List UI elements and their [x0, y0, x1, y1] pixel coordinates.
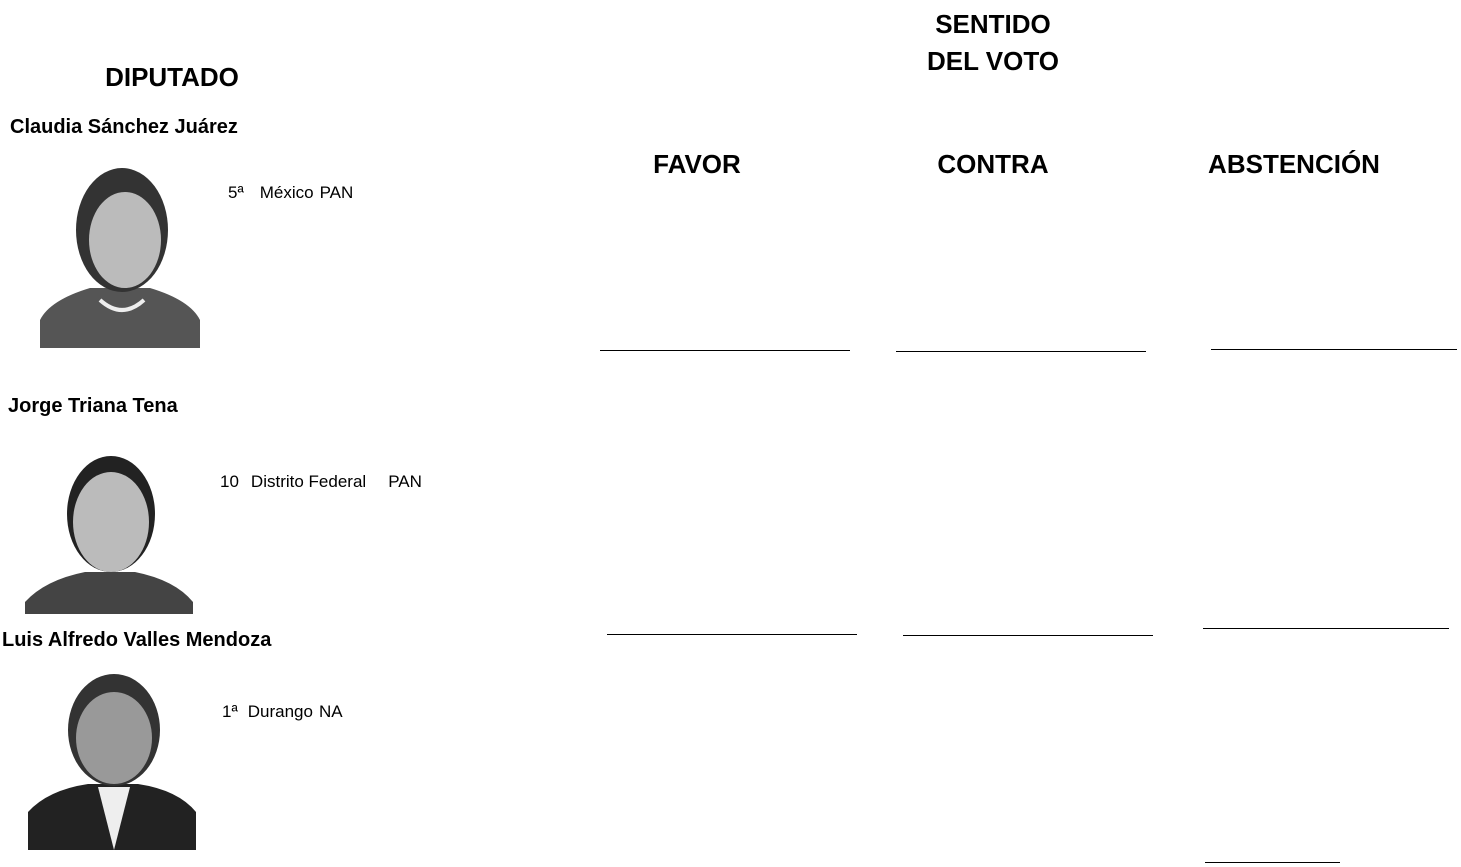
vote-heading-line: SENTIDO [935, 9, 1051, 39]
district: 10 [220, 472, 239, 491]
district: 5ª [228, 183, 244, 202]
vote-line [1205, 862, 1340, 863]
column-heading: FAVOR [653, 149, 741, 179]
party: PAN [319, 183, 354, 202]
party: NA [318, 702, 343, 721]
deputy-info: 10 Distrito Federal PAN [220, 472, 438, 492]
deputy-photo [40, 168, 200, 348]
column-heading: ABSTENCIÓN [1208, 149, 1380, 179]
deputy-name: Luis Alfredo Valles Mendoza [2, 629, 272, 651]
state: Durango [247, 702, 313, 721]
vote-line [896, 351, 1146, 352]
vote-heading-line: DEL VOTO [927, 46, 1059, 76]
column-heading: CONTRA [937, 149, 1049, 179]
deputy-photo [28, 674, 196, 850]
party: PAN [388, 472, 422, 491]
deputy-photo [25, 456, 193, 614]
vote-line [1211, 349, 1457, 350]
deputy-name: Jorge Triana Tena [8, 395, 178, 417]
vote-line [903, 635, 1153, 636]
vote-line [600, 350, 850, 351]
vote-heading: SENTIDO DEL VOTO [893, 6, 1093, 80]
deputy-heading: DIPUTADO [105, 62, 239, 92]
deputy-info: 1ª Durango NA [222, 702, 359, 722]
vote-line [1203, 628, 1449, 629]
state: Distrito Federal [250, 472, 367, 491]
deputy-info: 5ª México PAN [228, 183, 369, 203]
district: 1ª [222, 702, 238, 721]
state: México [259, 183, 314, 202]
vote-line [607, 634, 857, 635]
deputy-name: Claudia Sánchez Juárez [10, 116, 238, 138]
